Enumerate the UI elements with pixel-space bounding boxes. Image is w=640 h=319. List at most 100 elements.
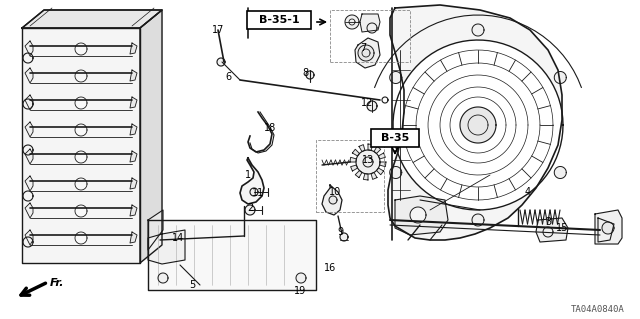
Polygon shape [340,233,348,241]
Polygon shape [355,38,380,68]
Polygon shape [371,172,377,179]
Text: 14: 14 [172,233,184,243]
Text: B-35: B-35 [381,133,409,143]
Polygon shape [460,107,496,143]
Text: 18: 18 [264,123,276,133]
Polygon shape [296,273,306,283]
Text: 5: 5 [189,280,195,290]
Polygon shape [345,15,359,29]
FancyBboxPatch shape [371,129,419,147]
Polygon shape [245,205,255,215]
Polygon shape [554,71,566,84]
Polygon shape [351,165,358,171]
Text: 13: 13 [362,155,374,165]
Text: 12: 12 [361,98,373,108]
Text: 3: 3 [545,217,551,227]
Polygon shape [75,70,87,82]
Polygon shape [390,71,402,84]
Polygon shape [378,153,385,159]
Polygon shape [472,214,484,226]
Polygon shape [75,178,87,190]
Text: B-35-1: B-35-1 [259,15,300,25]
Polygon shape [364,174,368,180]
Text: 8: 8 [302,68,308,78]
Polygon shape [217,58,225,66]
Text: 11: 11 [252,188,264,198]
Text: 4: 4 [525,187,531,197]
Polygon shape [353,149,360,156]
Polygon shape [130,70,137,81]
Polygon shape [140,10,162,263]
Polygon shape [240,158,264,204]
Polygon shape [75,97,87,109]
Polygon shape [322,185,342,215]
Polygon shape [598,218,614,242]
Polygon shape [306,71,314,79]
Polygon shape [359,145,365,152]
Polygon shape [75,43,87,55]
Text: Fr.: Fr. [50,278,65,288]
Polygon shape [355,170,362,178]
Polygon shape [367,101,377,111]
Polygon shape [130,124,137,135]
Text: 7: 7 [360,43,366,53]
Polygon shape [368,144,372,151]
Polygon shape [390,167,402,179]
Text: 19: 19 [294,286,306,296]
Text: 17: 17 [212,25,224,35]
Polygon shape [130,205,137,216]
Text: 2: 2 [247,203,253,213]
Text: 15: 15 [556,223,568,233]
Polygon shape [25,122,33,137]
FancyBboxPatch shape [247,11,311,29]
Polygon shape [602,222,614,234]
Polygon shape [25,95,33,110]
Polygon shape [130,97,137,108]
Polygon shape [472,24,484,36]
Polygon shape [536,218,568,242]
Polygon shape [75,124,87,136]
Polygon shape [393,40,563,210]
Polygon shape [130,43,137,54]
Polygon shape [22,28,140,263]
Text: 16: 16 [324,263,336,273]
Text: TA04A0840A: TA04A0840A [572,306,625,315]
Polygon shape [329,196,337,204]
Polygon shape [595,210,622,244]
Polygon shape [356,150,380,174]
Polygon shape [130,178,137,189]
Text: 9: 9 [337,227,343,237]
Polygon shape [25,203,33,218]
Polygon shape [25,41,33,56]
Polygon shape [148,230,185,264]
Polygon shape [376,168,383,175]
Polygon shape [350,157,356,162]
Polygon shape [25,149,33,164]
Polygon shape [148,210,163,250]
Text: 6: 6 [225,72,231,82]
Polygon shape [22,10,162,28]
Polygon shape [148,220,316,290]
Polygon shape [388,5,562,240]
Polygon shape [25,230,33,245]
Text: 1: 1 [245,170,251,180]
Polygon shape [554,167,566,179]
Polygon shape [130,151,137,162]
Polygon shape [75,205,87,217]
Text: 10: 10 [329,187,341,197]
Polygon shape [358,45,374,61]
Polygon shape [25,68,33,83]
Polygon shape [158,273,168,283]
Polygon shape [367,23,377,33]
Bar [330,10,410,62]
Polygon shape [360,14,380,32]
Polygon shape [374,146,381,153]
Polygon shape [410,207,426,223]
Polygon shape [25,176,33,191]
Polygon shape [75,151,87,163]
Bar [316,140,384,212]
Polygon shape [75,232,87,244]
Polygon shape [250,188,258,196]
Polygon shape [380,162,386,167]
Polygon shape [395,196,448,235]
